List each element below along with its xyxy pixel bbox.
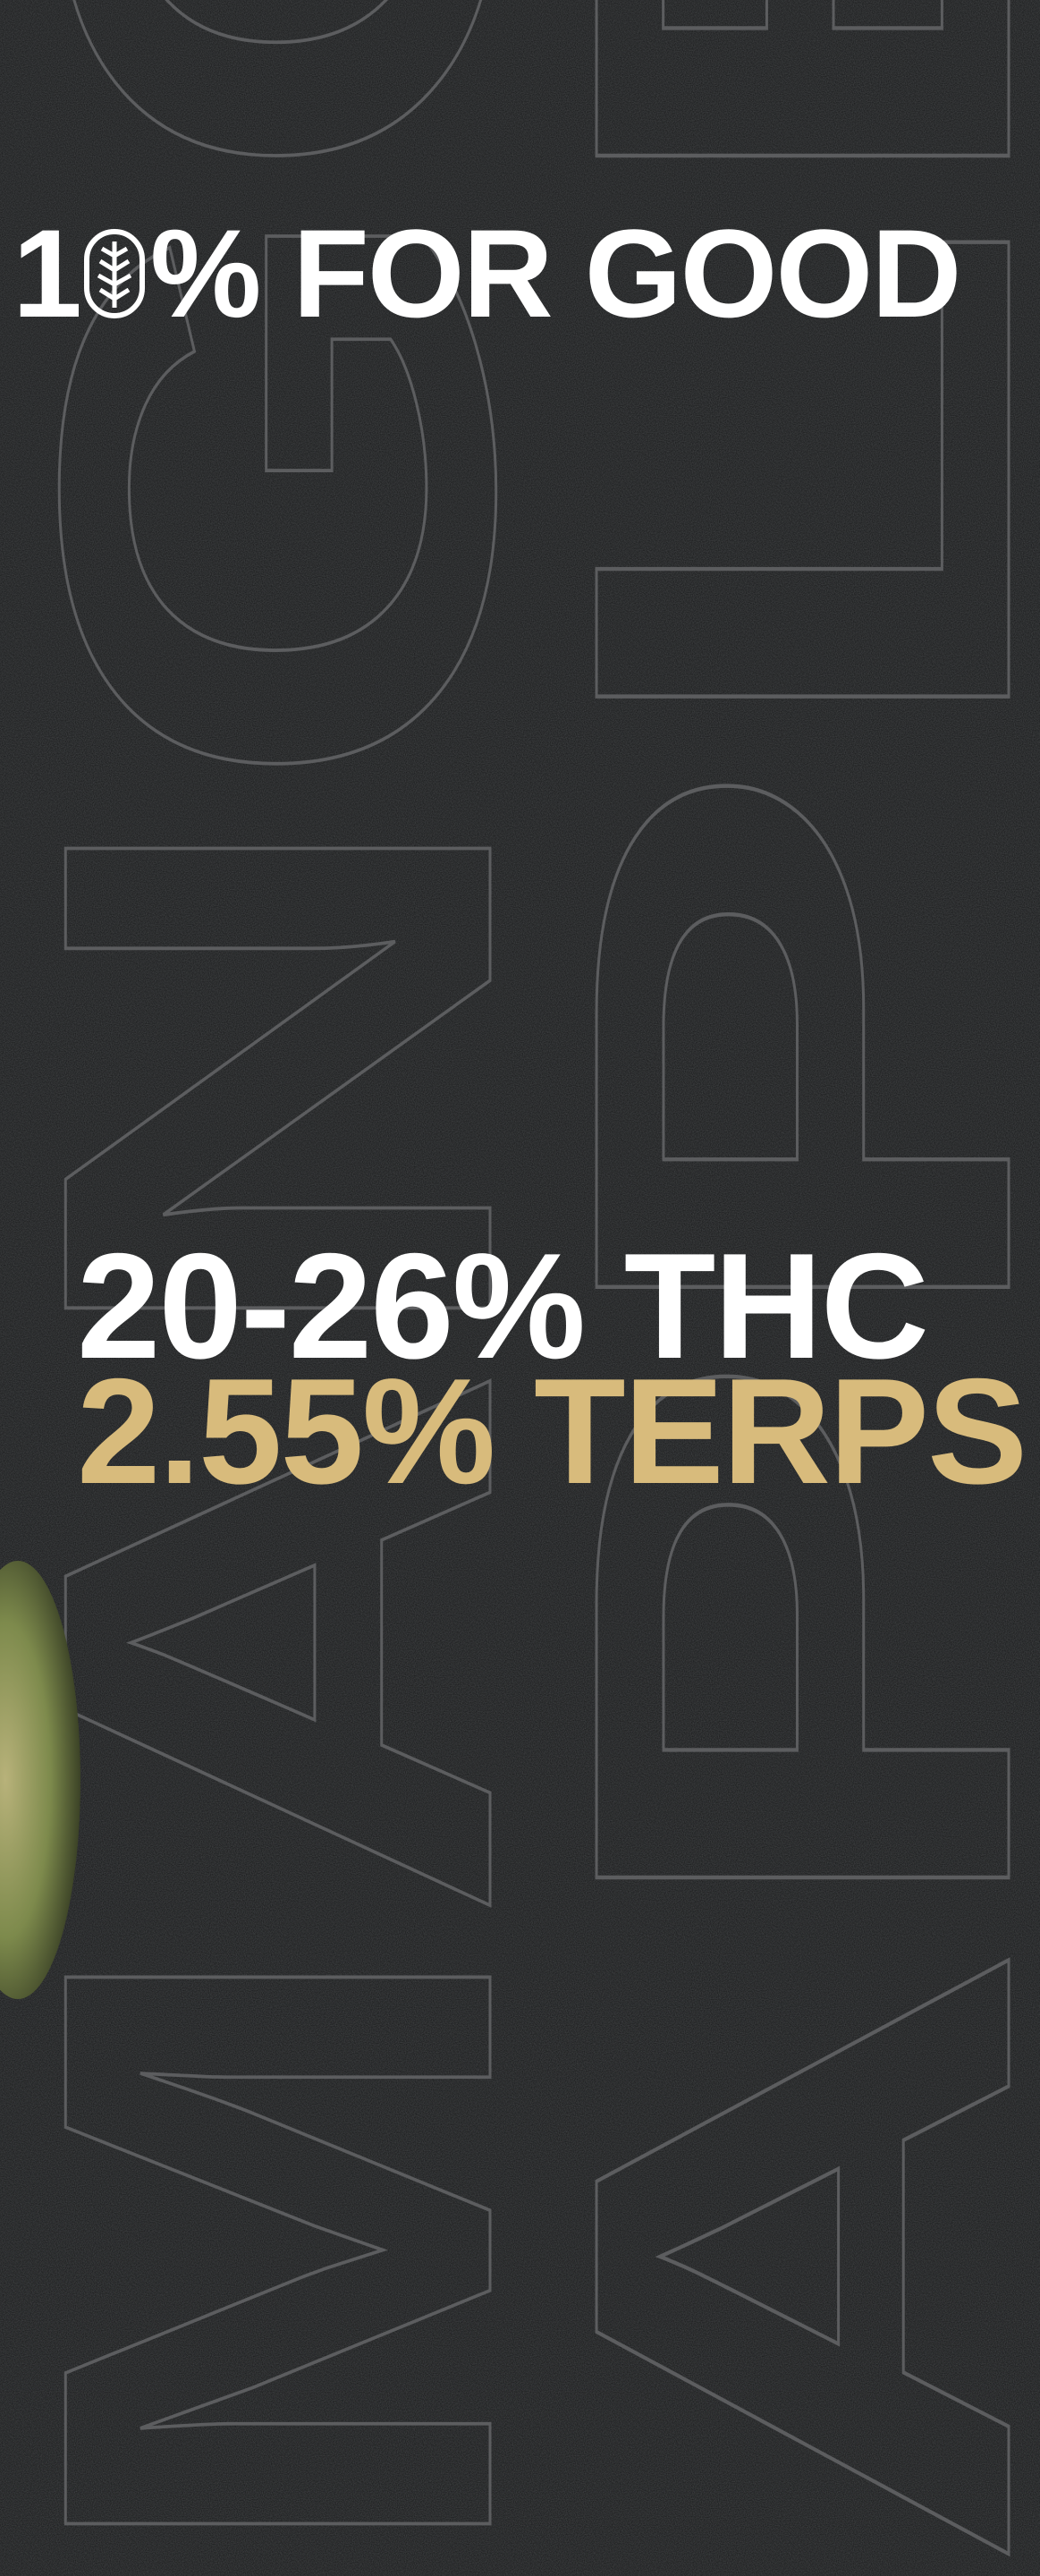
terps-stat: 2.55% TERPS	[77, 1356, 1026, 1506]
header: 1 % FOR GOOD	[13, 211, 960, 336]
header-text: % FOR GOOD	[150, 211, 960, 336]
leaf-icon	[84, 229, 145, 318]
header-text: 1	[13, 211, 80, 336]
page: MANGO APPLE 1 % FOR GOOD 20-26% THC 2.55…	[0, 0, 1040, 2576]
